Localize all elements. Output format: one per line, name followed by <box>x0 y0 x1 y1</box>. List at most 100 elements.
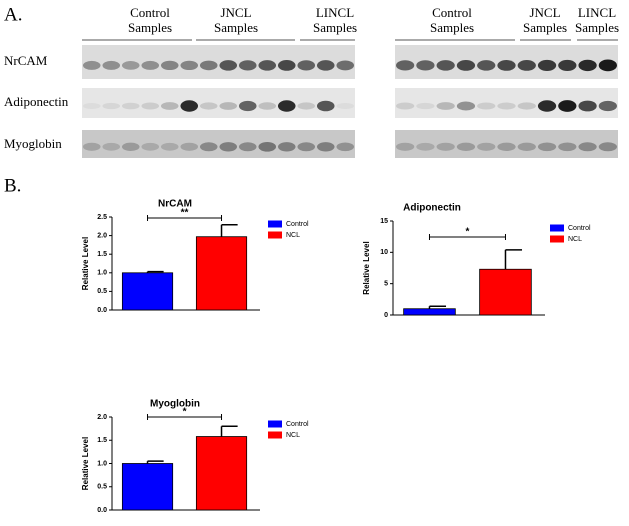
blot-band <box>396 60 415 71</box>
column-header: Samples <box>430 20 474 35</box>
blot-band <box>180 100 199 112</box>
blot-band <box>82 103 101 109</box>
blot-band <box>316 142 335 152</box>
blot-band <box>578 59 597 72</box>
column-header: Samples <box>214 20 258 35</box>
blot-band <box>336 103 355 109</box>
legend-swatch <box>268 231 282 239</box>
y-axis-label: Relative Level <box>362 241 371 294</box>
blot-band <box>297 60 316 71</box>
legend-swatch <box>268 220 282 228</box>
blot-band <box>497 102 516 110</box>
blot-band <box>578 142 597 152</box>
blot-band <box>598 59 617 72</box>
blot-band <box>558 142 577 152</box>
blot-band <box>82 60 101 70</box>
blot-band <box>277 142 296 152</box>
blot-band <box>258 60 277 71</box>
blot-band <box>238 60 257 71</box>
legend-swatch <box>268 431 282 439</box>
blot <box>82 130 355 158</box>
chart-title: Myoglobin <box>150 399 200 410</box>
significance-label: ** <box>181 208 189 219</box>
blot-band <box>497 60 516 71</box>
blot-band <box>160 102 179 110</box>
blot-band <box>121 142 140 151</box>
y-tick-label: 1.5 <box>97 251 107 258</box>
blot-band <box>102 60 121 70</box>
blot-band <box>336 60 355 71</box>
column-header: Samples <box>523 20 567 35</box>
column-header: JNCL <box>529 5 560 20</box>
blot-band <box>416 60 435 71</box>
blot-band <box>180 142 199 151</box>
blot-band <box>180 60 199 71</box>
chart-title: NrCAM <box>158 199 192 210</box>
blot-band <box>297 102 316 110</box>
blot-band <box>477 102 496 110</box>
blot-band <box>277 60 296 71</box>
blot-band <box>102 142 121 151</box>
bar <box>121 272 174 311</box>
blot-band <box>517 60 536 71</box>
column-header: JNCL <box>220 5 251 20</box>
blot-band <box>121 61 140 70</box>
blot-band <box>258 102 277 110</box>
y-tick-label: 0.5 <box>97 484 107 491</box>
blot-band <box>436 142 455 151</box>
blot-band <box>537 100 557 112</box>
legend-swatch <box>268 420 282 428</box>
blot-band <box>456 101 476 111</box>
row-label: NrCAM <box>4 53 48 68</box>
blot-band <box>336 142 355 152</box>
y-axis-label: Relative Level <box>81 237 90 290</box>
blot-band <box>456 60 476 71</box>
y-tick-label: 1.0 <box>97 460 107 467</box>
blot-band <box>537 142 557 152</box>
blot <box>82 88 355 118</box>
y-tick-label: 0.0 <box>97 307 107 314</box>
chart-title: Adiponectin <box>403 203 461 214</box>
blot-band <box>141 102 160 110</box>
blot-band <box>316 100 335 112</box>
y-tick-label: 5 <box>384 281 388 288</box>
blot-band <box>160 142 179 151</box>
significance-label: * <box>466 227 470 238</box>
y-tick-label: 0.0 <box>97 507 107 514</box>
blot-band <box>219 102 238 110</box>
blot-band <box>517 102 536 110</box>
blot-band <box>497 142 516 151</box>
blot-band <box>537 59 557 71</box>
y-tick-label: 1.5 <box>97 437 107 444</box>
blot-band <box>477 142 496 151</box>
bar <box>479 268 532 316</box>
column-header: Control <box>130 5 170 20</box>
bar <box>121 463 174 511</box>
blot-band <box>258 142 277 152</box>
y-tick-label: 15 <box>380 218 388 225</box>
legend-label: NCL <box>286 232 300 239</box>
blot-band <box>578 100 597 112</box>
y-tick-label: 0.5 <box>97 288 107 295</box>
row-label: Adiponectin <box>4 94 69 109</box>
column-header: LINCL <box>578 5 616 20</box>
panel-label: B. <box>4 175 21 196</box>
blot-band <box>141 60 160 70</box>
blot-band <box>102 102 121 110</box>
y-axis-label: Relative Level <box>81 437 90 490</box>
y-tick-label: 10 <box>380 249 388 256</box>
blot-band <box>199 60 218 71</box>
blot-band <box>160 60 179 71</box>
blot-band <box>297 142 316 152</box>
y-tick-label: 1.0 <box>97 270 107 277</box>
panel-label: A. <box>4 4 22 25</box>
bar <box>403 308 456 316</box>
blot-band <box>598 100 617 112</box>
blot-band <box>416 142 435 151</box>
column-header: LINCL <box>316 5 354 20</box>
legend-label: NCL <box>286 432 300 439</box>
column-header: Samples <box>575 20 619 35</box>
row-label: Myoglobin <box>4 136 62 151</box>
blot-band <box>477 60 496 71</box>
